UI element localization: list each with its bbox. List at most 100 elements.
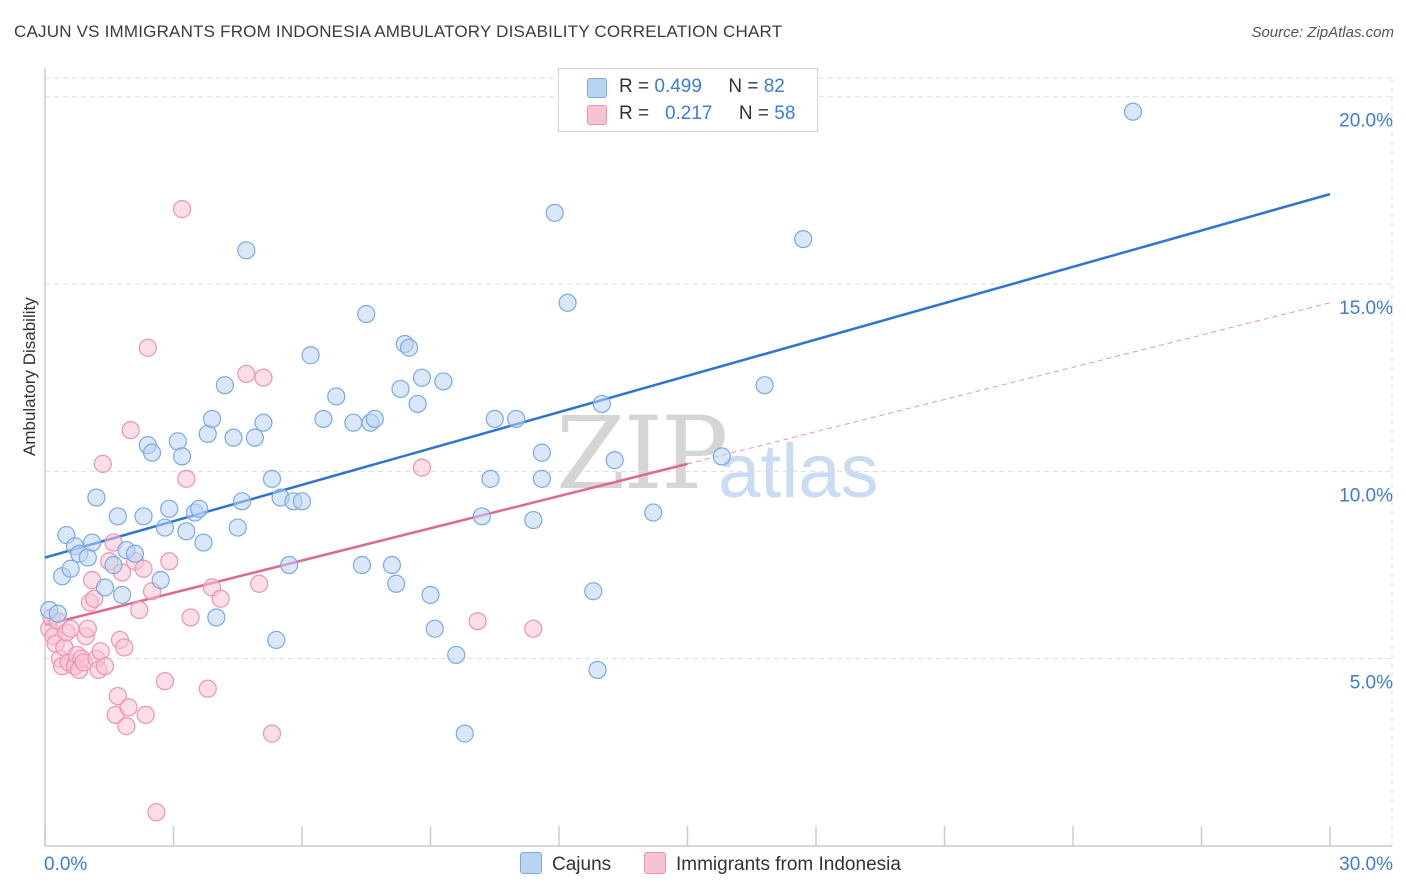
cajuns-point	[108, 507, 127, 526]
indonesia-point	[130, 600, 149, 620]
cajuns-point	[292, 492, 312, 511]
indonesia-point	[138, 338, 157, 357]
cajuns-point	[83, 533, 102, 552]
indonesia-point	[172, 200, 192, 219]
tick-labels: 5.0% 10.0% 15.0% 20.0% 0.0% 30.0%	[44, 111, 1393, 875]
indonesia-point	[468, 612, 487, 631]
bottom-legend-label-cajuns: Cajuns	[552, 854, 612, 875]
cajuns-point	[794, 229, 813, 249]
cajuns-point	[215, 376, 234, 395]
indonesia-point	[121, 421, 140, 440]
cajuns-point	[507, 409, 526, 429]
cajuns-point	[357, 304, 376, 324]
indonesia-point	[85, 589, 104, 608]
cajuns-point	[95, 578, 115, 597]
axes	[44, 68, 1392, 847]
indonesia-point	[524, 619, 543, 638]
cajuns-point	[160, 499, 179, 518]
cajuns-point	[207, 608, 226, 627]
indonesia-point	[115, 638, 134, 657]
indonesia-point	[134, 559, 153, 578]
legend-swatch-indonesia	[587, 105, 607, 125]
y-tick-label: 10.0%	[1339, 485, 1393, 506]
cajuns-point	[245, 428, 264, 447]
cajuns-point	[314, 409, 333, 429]
cajuns-point	[104, 555, 123, 575]
cajuns-point	[254, 413, 273, 432]
y-tick-label: 5.0%	[1350, 673, 1393, 694]
cajuns-point	[558, 293, 577, 312]
cajuns-point	[168, 432, 187, 451]
indonesia-trend-extension	[687, 302, 1331, 465]
cajuns-point	[48, 604, 67, 623]
cajuns-point	[194, 533, 213, 552]
cajuns-point	[232, 492, 252, 511]
bottom-legend-label-indonesia: Immigrants from Indonesia	[676, 854, 901, 875]
y-axis-label: Ambulatory Disability	[20, 297, 39, 456]
grid-lines	[45, 77, 1393, 846]
chart-title: CAJUN VS IMMIGRANTS FROM INDONESIA AMBUL…	[14, 22, 783, 41]
legend-n-value: 82	[763, 76, 785, 97]
cajuns-point	[155, 518, 175, 537]
indonesia-point	[254, 368, 273, 387]
cajuns-point	[365, 409, 384, 429]
cajuns-point	[481, 469, 500, 488]
watermark-atlas: atlas	[718, 429, 879, 514]
cajuns-point	[172, 447, 192, 466]
cajuns-point	[112, 585, 132, 605]
indonesia-point	[155, 672, 175, 691]
bottom-legend-indonesia: Immigrants from Indonesia	[644, 852, 901, 876]
cajuns-point	[584, 582, 603, 601]
cajuns-point	[399, 338, 419, 357]
cajuns-point	[280, 555, 299, 575]
indonesia-point	[136, 705, 155, 724]
indonesia-point	[147, 803, 166, 822]
cajuns-point	[434, 372, 453, 391]
cajuns-point	[391, 379, 410, 399]
legend-r-value: 0.217	[664, 103, 713, 124]
cajuns-point	[224, 428, 243, 447]
cajuns-point	[142, 443, 162, 462]
cajuns-point	[532, 443, 551, 462]
cajuns-point	[592, 394, 611, 414]
cajuns-point	[237, 241, 256, 260]
cajuns-point	[262, 469, 282, 488]
indonesia-point	[91, 642, 110, 661]
cajuns-point	[408, 394, 427, 414]
indonesia-point	[237, 364, 256, 384]
indonesia-point	[211, 589, 230, 608]
indonesia-point	[198, 679, 217, 698]
y-tick-label: 15.0%	[1339, 298, 1393, 319]
cajuns-point	[61, 559, 80, 578]
cajuns-point	[344, 413, 363, 432]
cajuns-point	[588, 660, 607, 680]
cajuns-point	[485, 409, 504, 429]
cajuns-point	[198, 424, 217, 444]
legend-n-label: N =	[728, 76, 759, 97]
cajuns-point	[532, 469, 551, 488]
legend-r-label: R =	[619, 103, 650, 124]
cajuns-point	[87, 488, 106, 507]
indonesia-point	[262, 724, 282, 743]
x-tick-label: 0.0%	[44, 854, 87, 875]
cajuns-point	[755, 376, 774, 395]
x-tick-label: 30.0%	[1339, 854, 1393, 875]
correlation-legend: R = 0.499 N = 82 R = 0.217 N = 58	[558, 68, 818, 132]
cajuns-point	[78, 548, 97, 567]
indonesia-point	[177, 469, 196, 488]
cajuns-point	[712, 447, 731, 466]
legend-n-label: N =	[738, 103, 770, 124]
watermark-zip: ZIP	[556, 395, 728, 512]
cajuns-point	[134, 507, 153, 526]
cajuns-point	[412, 368, 432, 387]
indonesia-point	[93, 454, 112, 473]
legend-r-label: R =	[619, 76, 650, 97]
cajuns-trend-line	[44, 192, 1331, 559]
cajuns-point	[545, 203, 564, 222]
indonesia-point	[250, 574, 269, 593]
cajuns-point	[382, 555, 402, 575]
indonesia-point	[95, 657, 115, 676]
indonesia-point	[181, 608, 200, 627]
bottom-legend-swatch-cajuns	[520, 852, 542, 874]
